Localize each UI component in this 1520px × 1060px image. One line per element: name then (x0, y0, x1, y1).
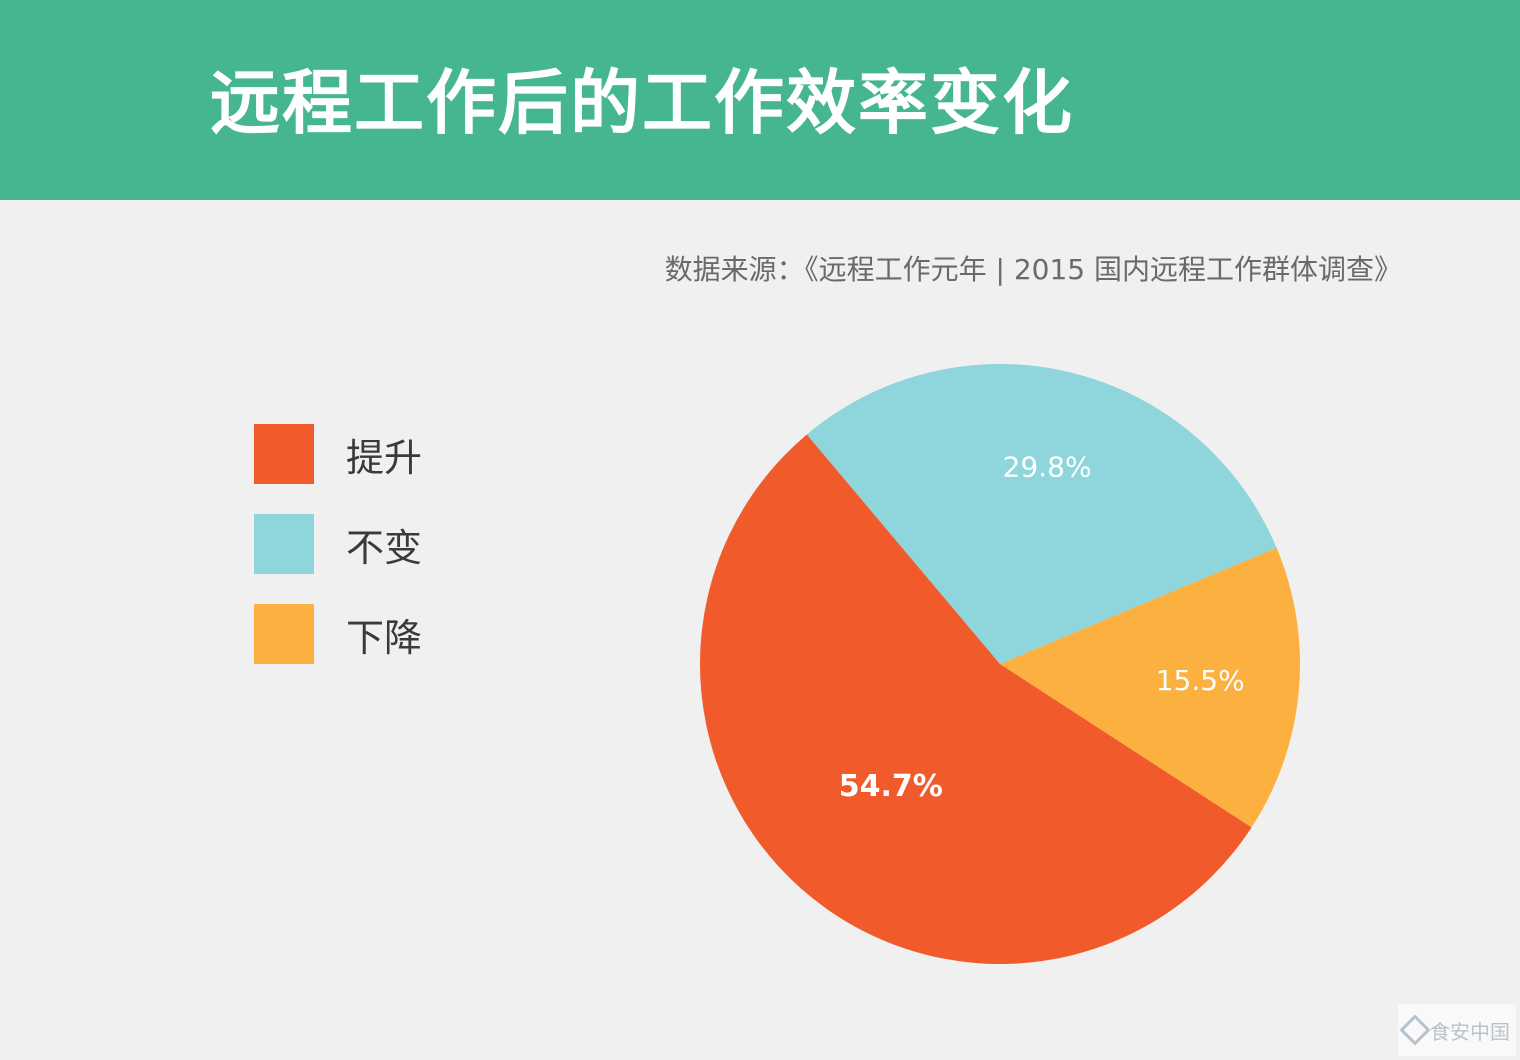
legend-label-increase: 提升 (346, 435, 423, 480)
page-title: 远程工作后的工作效率变化 (210, 62, 1074, 144)
legend-item-unchanged: 不变 (254, 514, 422, 574)
pie-slice-increase (699, 434, 1252, 965)
legend-label-decrease: 下降 (346, 615, 423, 660)
legend-item-decrease: 下降 (254, 604, 422, 664)
legend-swatch-unchanged (254, 514, 314, 574)
legend-swatch-decrease (254, 604, 314, 664)
pie-slice-unchanged (806, 364, 1277, 664)
watermark-text: 食安中国 (1430, 1019, 1510, 1044)
source-note: 数据来源：《远程工作元年 | 2015 国内远程工作群体调查》 (664, 253, 1402, 286)
chart-legend: 提升 不变 下降 (254, 424, 422, 694)
watermark-logo: 食安中国 (1398, 1004, 1516, 1056)
header-banner: 远程工作后的工作效率变化 (0, 0, 1520, 200)
legend-label-unchanged: 不变 (346, 525, 423, 570)
pie-slice-decrease (1000, 547, 1300, 828)
legend-item-increase: 提升 (254, 424, 422, 484)
pie-label-increase: 54.7% (839, 769, 943, 804)
pie-label-unchanged: 29.8% (1003, 451, 1092, 484)
watermark-diamond-icon (1399, 1014, 1431, 1046)
pie-label-decrease: 15.5% (1156, 664, 1245, 697)
legend-swatch-increase (254, 424, 314, 484)
